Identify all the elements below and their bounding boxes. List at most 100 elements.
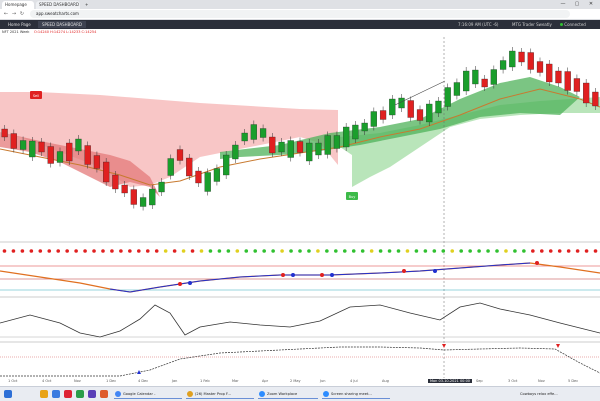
- signal-dot: [145, 249, 150, 253]
- taskbar-app-screen-sharing[interactable]: Screen sharing meet...: [322, 389, 390, 399]
- close-button[interactable]: ✕: [584, 0, 598, 9]
- tab-label: Homepage: [5, 2, 27, 7]
- candle: [481, 78, 488, 88]
- x-tick-label: Aug: [382, 379, 389, 383]
- candle: [139, 197, 147, 207]
- candle: [463, 70, 470, 92]
- signal-dot: [262, 249, 266, 253]
- x-tick-label: 5 Dec: [568, 379, 579, 383]
- user-name[interactable]: MTG Trader Sweatly: [512, 20, 552, 29]
- x-tick-label: 4 Jul: [350, 379, 358, 383]
- sheets-icon[interactable]: [76, 390, 84, 398]
- signal-dot: [92, 249, 96, 253]
- signal-dot: [110, 249, 114, 253]
- osc1-dot: [188, 281, 192, 285]
- signal-dot: [513, 249, 517, 253]
- osc1-blue-line: [109, 262, 531, 293]
- taskbar-app-master-prop[interactable]: (26) Master Prop F...: [186, 389, 254, 399]
- x-tick-label: Jan: [172, 379, 178, 383]
- news-text: Cowboys relax effe...: [520, 392, 558, 396]
- taskbar-app-label: (26) Master Prop F...: [195, 392, 231, 396]
- signal-dot: [495, 249, 499, 253]
- trading-chart[interactable]: Sell Buy: [0, 37, 600, 378]
- clock-time: 7:16:09 AM: [458, 22, 481, 27]
- minimize-button[interactable]: —: [556, 0, 570, 9]
- signal-dot: [593, 249, 598, 253]
- address-bar: ← → ↻ app.sweatcharts.com: [0, 9, 600, 20]
- tab-home-page[interactable]: Home Page: [4, 21, 35, 28]
- app-icon[interactable]: [64, 390, 72, 398]
- candle: [315, 142, 322, 156]
- mail-icon[interactable]: [52, 390, 60, 398]
- signal-dot: [432, 249, 437, 253]
- signal-dot: [2, 249, 7, 253]
- sell-signal[interactable]: Sell: [30, 91, 42, 99]
- osc2-line: [0, 302, 600, 338]
- signal-dot: [548, 249, 553, 253]
- file-explorer-icon[interactable]: [40, 390, 48, 398]
- forward-button[interactable]: →: [10, 9, 18, 19]
- candles: [1, 47, 599, 211]
- candle: [213, 168, 221, 182]
- candle: [259, 128, 267, 138]
- signal-dot: [557, 249, 562, 253]
- symbol-quote: O:14240 H:14274 L:14233 C:14254: [34, 30, 97, 34]
- signal-dot: [154, 249, 159, 253]
- signal-dot: [29, 249, 34, 253]
- tab-label: SPEED DASHBOARD: [42, 22, 82, 27]
- teams-icon[interactable]: [88, 390, 96, 398]
- browser-tab-bar: Homepage SPEED DASHBOARD + — ▢ ✕: [0, 0, 600, 9]
- signal-dot: [217, 249, 222, 253]
- candle: [250, 124, 257, 140]
- candle: [453, 82, 461, 96]
- signal-dot: [271, 249, 275, 253]
- reload-button[interactable]: ↻: [18, 9, 26, 19]
- candle: [407, 100, 414, 118]
- candle: [527, 52, 534, 70]
- start-icon[interactable]: [4, 390, 12, 398]
- buy-signal[interactable]: Buy: [346, 192, 358, 200]
- connection-status: Connected: [560, 20, 586, 29]
- candle: [121, 184, 128, 194]
- signal-dot: [486, 249, 490, 253]
- signal-dot: [181, 249, 186, 253]
- candle: [130, 189, 137, 205]
- candle: [103, 161, 110, 183]
- candle: [564, 71, 571, 91]
- office-icon[interactable]: [100, 390, 108, 398]
- candle: [84, 145, 91, 165]
- tab-speed-dashboard[interactable]: SPEED DASHBOARD: [38, 21, 86, 28]
- candle: [93, 155, 101, 169]
- candle: [269, 136, 276, 154]
- candle: [416, 109, 424, 121]
- url-input[interactable]: app.sweatcharts.com: [30, 10, 570, 18]
- candle: [29, 140, 36, 158]
- signal-dot: [378, 249, 383, 253]
- candle: [186, 157, 193, 177]
- browser-tab-homepage[interactable]: Homepage: [2, 1, 34, 9]
- signal-dot: [119, 249, 123, 253]
- x-tick-label: 1 Feb: [200, 379, 210, 383]
- zoom-icon: [259, 391, 265, 397]
- candle: [10, 133, 17, 149]
- x-tick-label: 4 Dec: [138, 379, 149, 383]
- taskbar-app-calendar[interactable]: Google Calendar -: [114, 389, 182, 399]
- candle: [583, 82, 590, 104]
- signal-dot: [504, 249, 508, 253]
- osc1-dot: [535, 261, 539, 265]
- signal-dot: [387, 249, 392, 253]
- back-button[interactable]: ←: [2, 9, 10, 19]
- candle: [1, 128, 8, 138]
- taskbar-app-zoom[interactable]: Zoom Workplace: [258, 389, 318, 399]
- signal-dot: [280, 249, 284, 253]
- new-tab-button[interactable]: +: [82, 1, 89, 9]
- maximize-button[interactable]: ▢: [570, 0, 584, 9]
- browser-tab-speed[interactable]: SPEED DASHBOARD: [36, 1, 80, 9]
- news-widget[interactable]: Cowboys relax effe...: [520, 389, 558, 399]
- x-tick-label: 1 Oct: [8, 379, 18, 383]
- candle: [546, 63, 553, 83]
- signal-dot: [325, 249, 329, 253]
- candle: [389, 98, 396, 116]
- candle: [278, 141, 285, 153]
- trend-line[interactable]: [394, 80, 446, 106]
